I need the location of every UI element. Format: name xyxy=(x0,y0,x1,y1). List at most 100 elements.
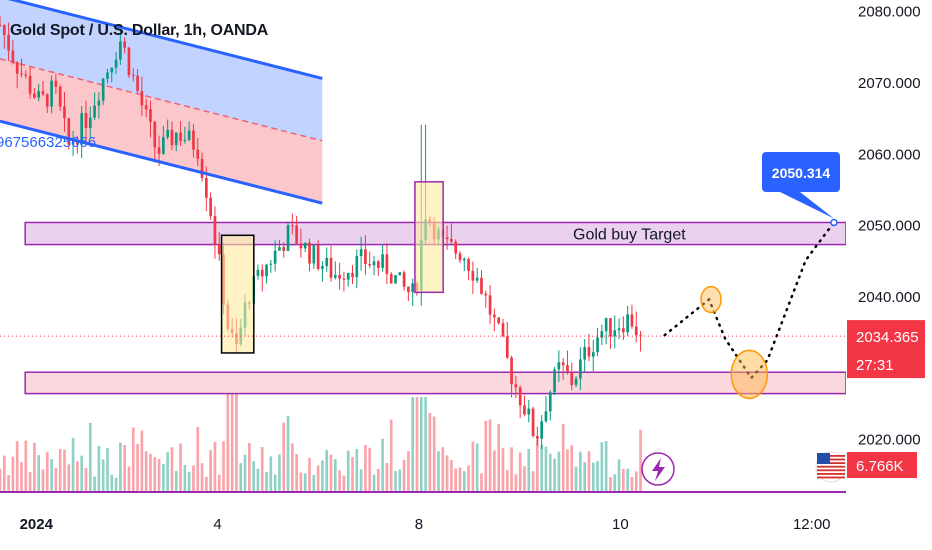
volume-bar xyxy=(484,420,488,492)
volume-bar xyxy=(63,449,66,492)
volume-bar xyxy=(385,462,389,492)
volume-bar xyxy=(183,464,187,492)
volume-bar xyxy=(596,461,599,492)
callout-label: 2050.314 xyxy=(772,165,831,181)
candle-body xyxy=(368,263,372,266)
volume-bar xyxy=(467,465,470,492)
candle-body xyxy=(604,318,608,332)
channel-upper-line xyxy=(7,0,323,80)
candle-body xyxy=(33,93,36,98)
volume-bar xyxy=(316,465,320,492)
volume-bar xyxy=(536,439,539,492)
volume-bar xyxy=(346,450,350,492)
volume-bar xyxy=(394,471,397,492)
volume-bar xyxy=(106,447,109,492)
candle-body xyxy=(265,264,268,277)
volume-bar xyxy=(381,438,384,492)
volume-bar xyxy=(505,469,509,492)
volume-bar xyxy=(475,443,479,492)
volume-bar xyxy=(269,456,273,492)
volume-bar xyxy=(501,448,505,492)
volume-bar xyxy=(50,459,53,492)
candle-body xyxy=(609,318,612,337)
volume-bar xyxy=(609,477,612,492)
volume-bar xyxy=(28,472,32,492)
volume-bar xyxy=(252,461,255,492)
volume-bar xyxy=(634,471,638,492)
candle-body xyxy=(566,365,569,372)
volume-bar xyxy=(179,443,182,492)
candle-body xyxy=(170,129,174,146)
candle-body xyxy=(93,105,96,118)
candles xyxy=(0,16,642,450)
candle-body xyxy=(510,357,513,385)
candle-body xyxy=(514,384,518,388)
volume-bar xyxy=(493,450,496,492)
highlight-box-left xyxy=(220,234,255,354)
candle-body xyxy=(144,105,148,110)
candle-body xyxy=(166,129,169,138)
lightning-icon xyxy=(641,452,675,486)
candle-body xyxy=(217,244,221,255)
candle-body xyxy=(600,331,604,338)
candle-body xyxy=(557,362,561,370)
candle-body xyxy=(260,269,264,277)
volume-bar xyxy=(153,456,157,492)
volume-bar xyxy=(402,459,406,492)
candle-body xyxy=(80,113,84,145)
volume-bar xyxy=(333,459,337,492)
volume-badge-label: 6.766K xyxy=(856,458,904,475)
candle-body xyxy=(501,323,505,337)
volume-bar xyxy=(24,440,28,492)
volume-bar xyxy=(127,466,131,492)
volume-bar xyxy=(110,474,114,492)
x-tick-label: 8 xyxy=(415,516,423,533)
volume-bar xyxy=(368,447,372,492)
candle-body xyxy=(28,75,32,94)
candle-body xyxy=(97,100,101,106)
x-tick-label: 10 xyxy=(612,516,629,533)
candle-body xyxy=(376,261,380,268)
volume-bar xyxy=(398,469,402,492)
candle-body xyxy=(63,106,66,119)
candle-body xyxy=(450,239,453,242)
candle-body xyxy=(484,293,488,296)
candle-body xyxy=(471,270,475,281)
candle-body xyxy=(617,328,621,331)
candle-body xyxy=(622,328,625,333)
candle-body xyxy=(394,275,397,284)
volume-bar xyxy=(131,427,135,492)
volume-bar xyxy=(7,475,10,492)
candle-body xyxy=(196,149,200,159)
volume-bar xyxy=(295,454,298,492)
volume-bar xyxy=(114,477,118,492)
candle-body xyxy=(312,245,316,264)
volume-bar xyxy=(527,448,531,492)
candle-body xyxy=(346,272,350,280)
volume-bar xyxy=(166,452,169,492)
candle-body xyxy=(153,122,157,148)
volume-bar xyxy=(273,474,277,492)
candle-body xyxy=(88,117,92,129)
current-price-badge xyxy=(847,320,925,379)
candle-body xyxy=(290,225,294,227)
volume-bar xyxy=(187,471,191,492)
candle-body xyxy=(591,352,595,357)
candle-body xyxy=(256,269,260,276)
volume-bar xyxy=(222,441,225,492)
candle-body xyxy=(37,91,41,98)
candle-body xyxy=(101,78,105,101)
candle-body xyxy=(106,72,109,79)
volume-bar xyxy=(67,464,71,492)
volume-bar xyxy=(248,442,251,492)
volume-bar xyxy=(450,460,453,492)
candle-body xyxy=(41,91,45,95)
volume-bar xyxy=(230,394,234,492)
candle-body xyxy=(531,408,535,436)
volume-bar xyxy=(523,466,526,492)
volume-bar xyxy=(462,471,466,492)
volume-bar xyxy=(140,430,144,492)
volume-bar xyxy=(312,474,316,492)
